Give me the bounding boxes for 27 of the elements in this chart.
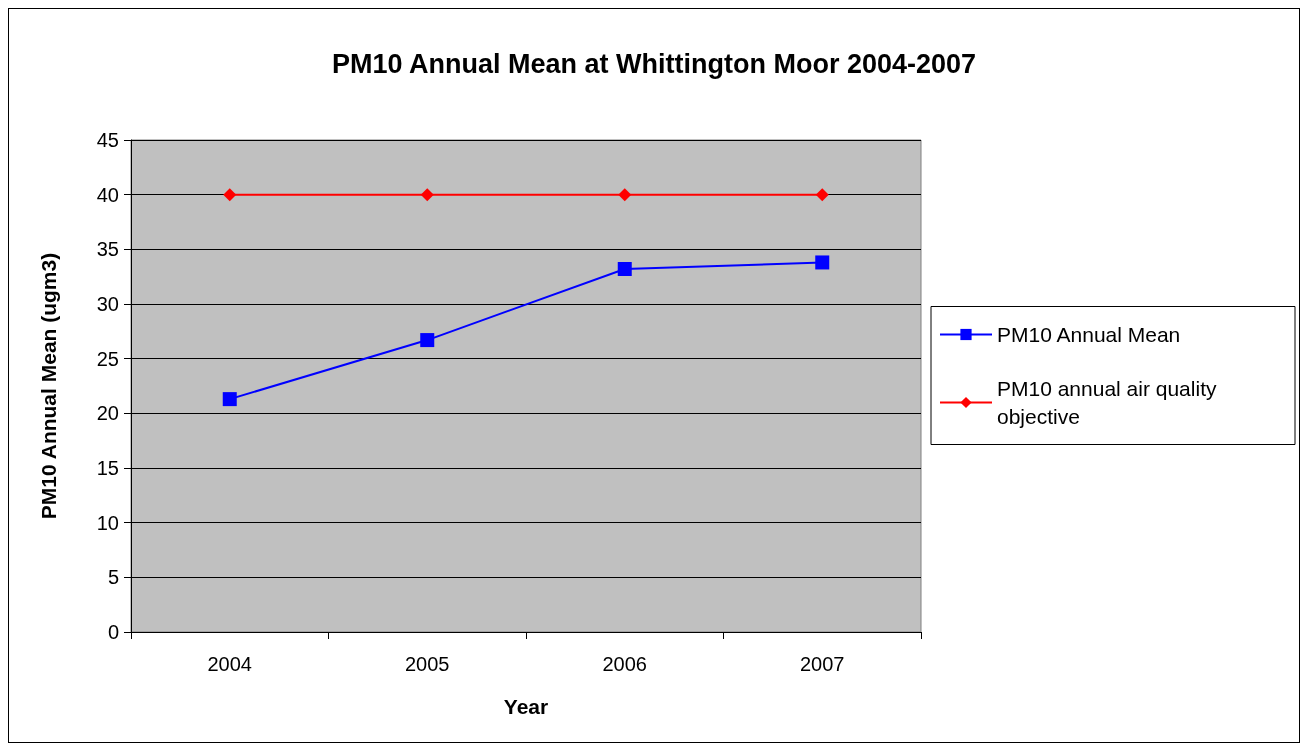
y-axis-title: PM10 Annual Mean (ugm3) <box>37 252 60 520</box>
y-tick-label: 15 <box>96 457 119 479</box>
legend-label: PM10 annual air quality objective <box>997 377 1223 428</box>
y-tick-label: 35 <box>96 238 119 261</box>
point <box>815 188 829 202</box>
y-tick-label: 0 <box>107 621 119 643</box>
y-tick-label: 20 <box>96 402 119 425</box>
x-tick-label: 2006 <box>602 653 647 675</box>
point <box>420 333 435 348</box>
y-tick-label: 25 <box>96 347 119 370</box>
y-tick-label: 40 <box>96 183 119 206</box>
point <box>815 255 830 270</box>
y-tick-label: 5 <box>107 566 119 589</box>
point <box>222 392 237 407</box>
point <box>420 188 434 202</box>
x-tick-label: 2007 <box>800 653 845 675</box>
point <box>618 188 632 202</box>
x-tick-label: 2005 <box>405 653 450 675</box>
chart-title: PM10 Annual Mean at Whittington Moor 2004-2007 <box>331 48 977 79</box>
y-tick-label: 10 <box>96 511 119 534</box>
point <box>617 262 632 277</box>
y-tick-label: 30 <box>96 293 119 315</box>
x-tick-label: 2004 <box>207 653 252 675</box>
point <box>223 188 237 202</box>
y-tick-label: 45 <box>96 129 119 151</box>
legend-label: PM10 Annual Mean <box>997 323 1181 346</box>
x-axis-title: Year <box>503 695 549 718</box>
